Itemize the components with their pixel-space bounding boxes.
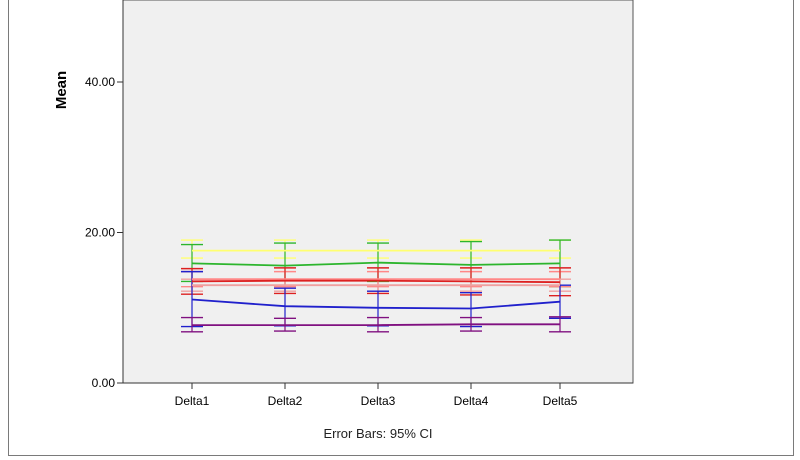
series-line: [191, 261, 561, 267]
series-lines-layer: [191, 249, 561, 327]
x-ticks: Delta1 Delta2 Delta3 Delta4 Delta5: [175, 383, 578, 408]
y-tick-label: 0.00: [92, 376, 116, 390]
y-tick-label: 40.00: [85, 75, 115, 89]
x-tick-label: Delta4: [454, 394, 489, 408]
error-bars-footnote: Error Bars: 95% CI: [323, 426, 432, 441]
series-line: [192, 323, 560, 327]
y-tick-label: 20.00: [85, 226, 115, 240]
y-axis-title: Mean: [53, 71, 70, 109]
series-line: [191, 279, 561, 284]
y-ticks: 0.00 20.00 40.00: [85, 75, 123, 390]
x-tick-label: Delta2: [268, 394, 303, 408]
series-line: [191, 298, 561, 310]
x-tick-label: Delta5: [543, 394, 578, 408]
x-tick-label: Delta3: [361, 394, 396, 408]
x-tick-label: Delta1: [175, 394, 210, 408]
